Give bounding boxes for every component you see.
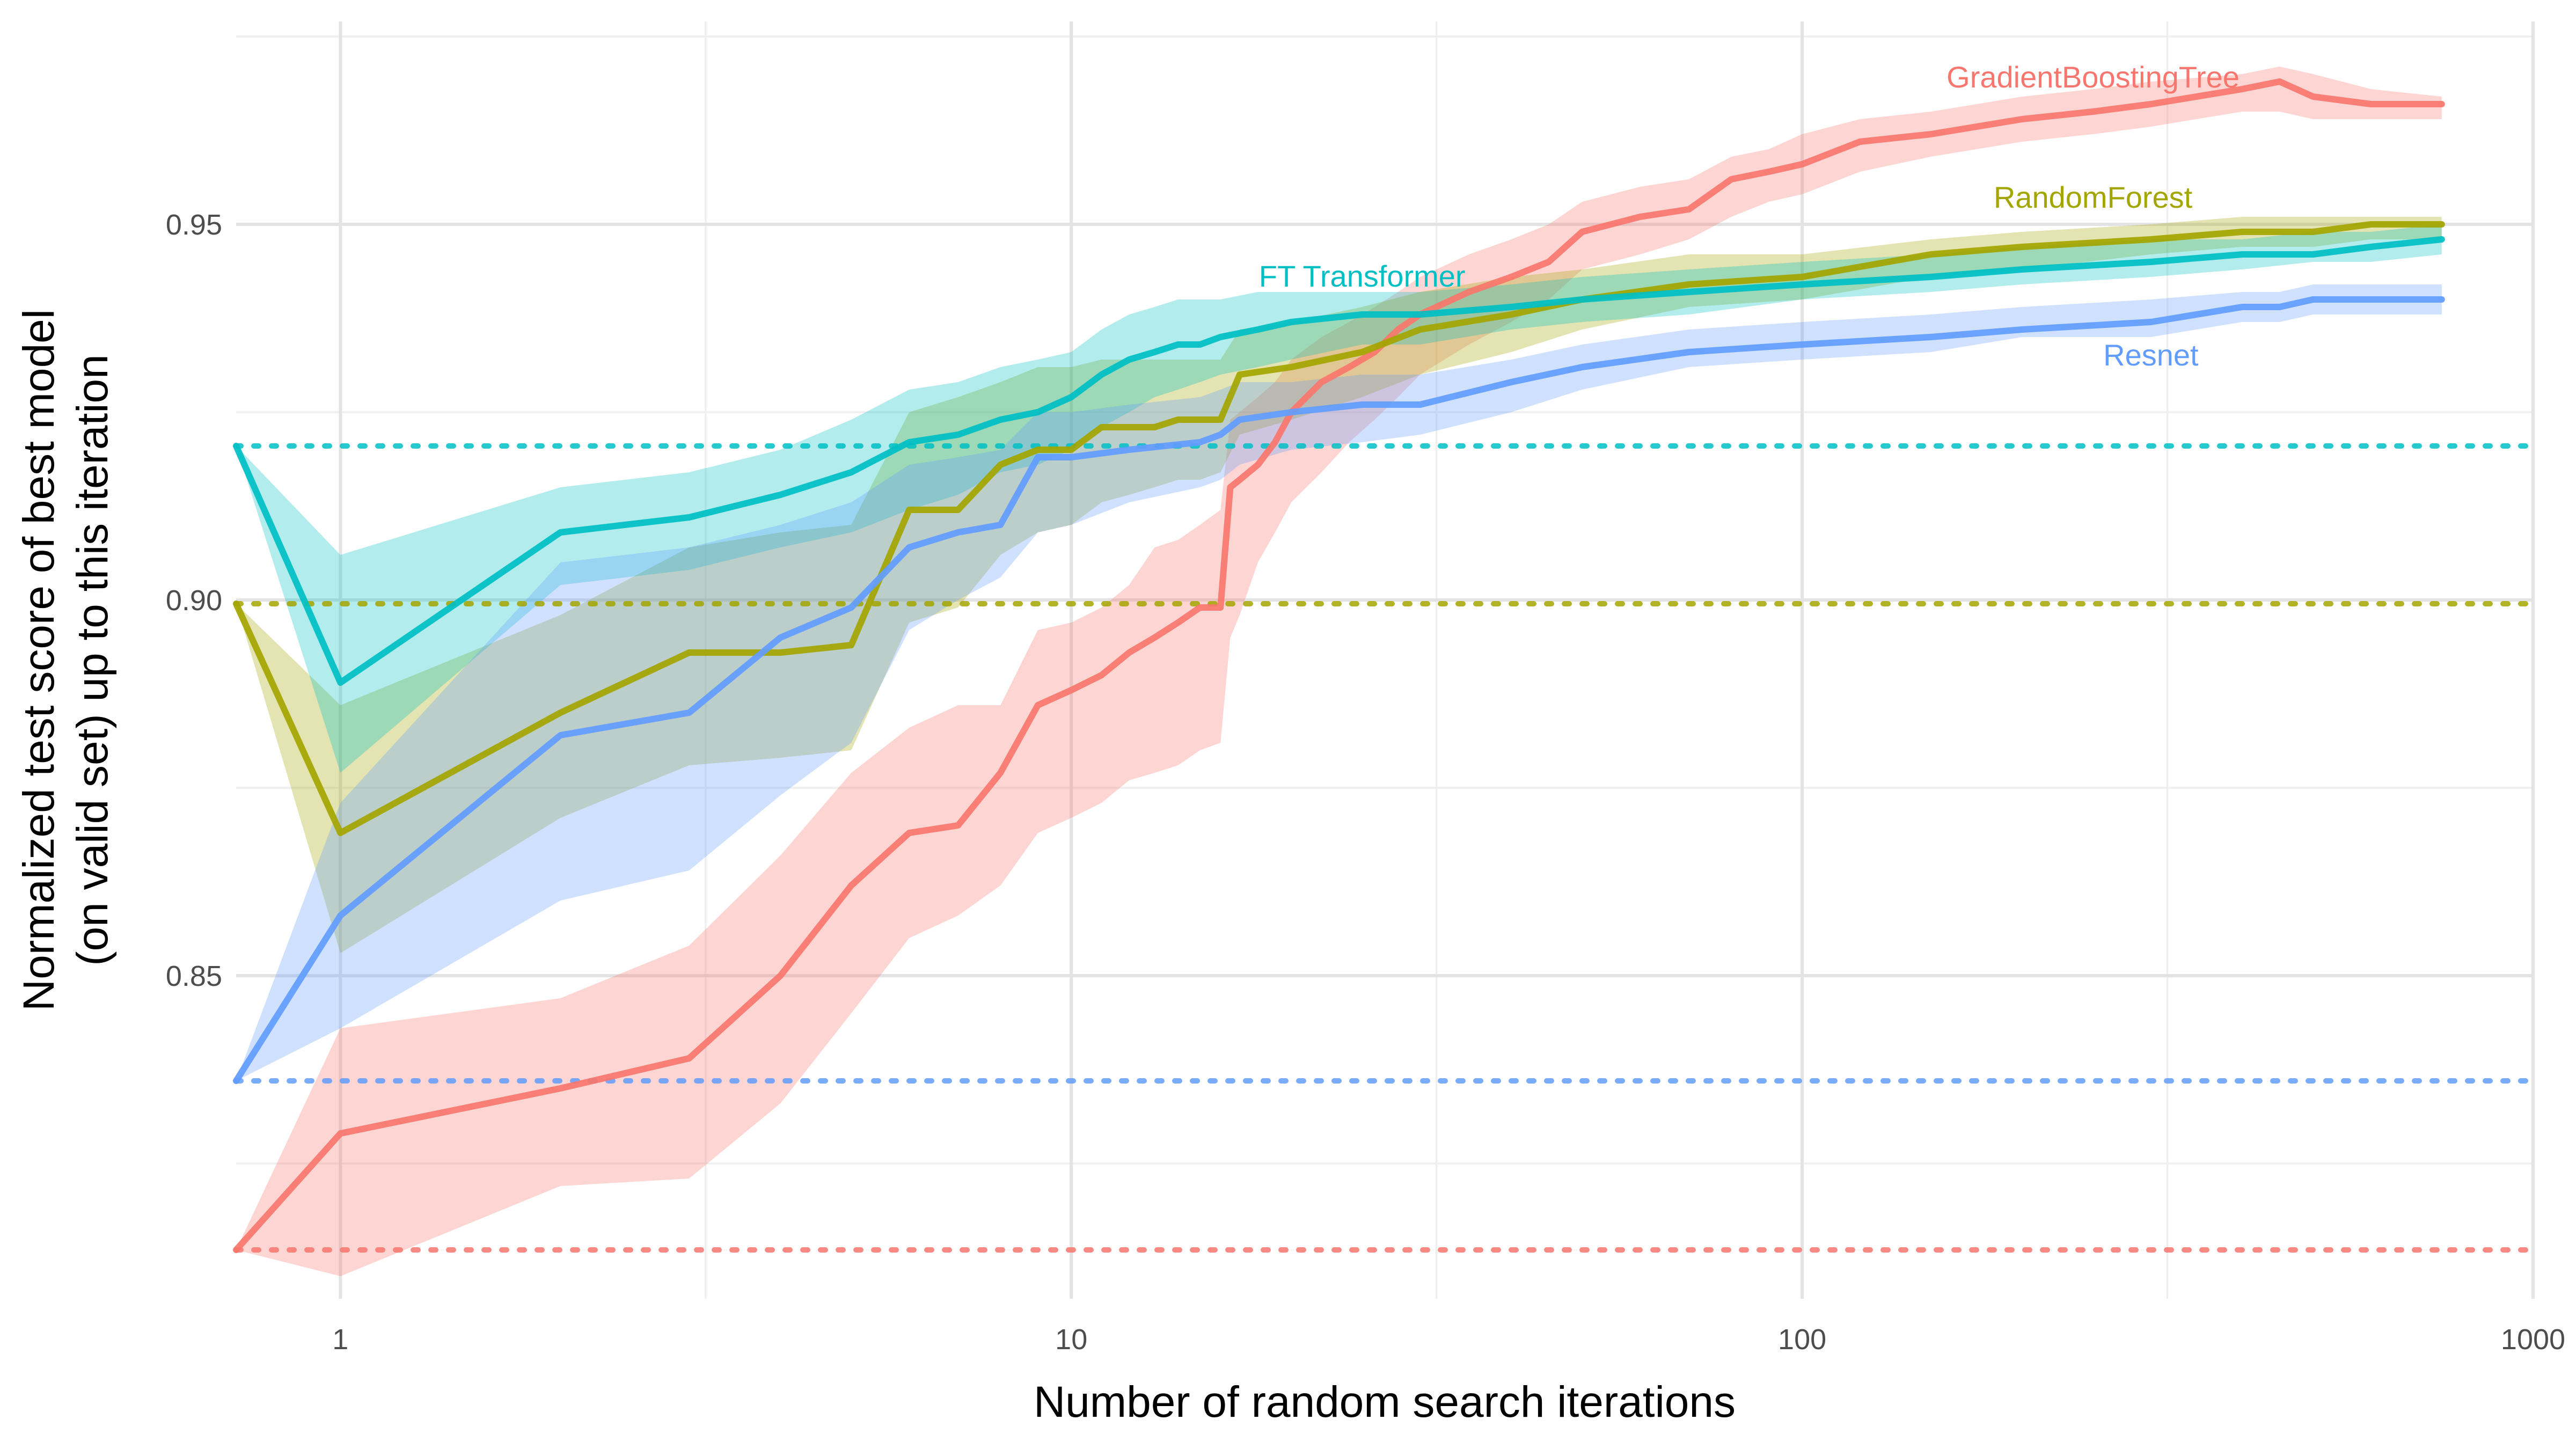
y-tick-label-2: 0.95 xyxy=(166,209,222,241)
band-ft-transformer xyxy=(236,224,2442,773)
confidence-bands xyxy=(236,67,2442,1276)
tick-labels: 1 10 100 1000 0.85 0.90 0.95 xyxy=(166,209,2565,1356)
line-ft-transformer xyxy=(233,236,2445,686)
x-tick-label-1: 10 xyxy=(1055,1323,1087,1356)
grid-lines xyxy=(236,21,2535,1299)
y-axis-title-line-2: (on valid set) up to this iteration xyxy=(68,354,117,965)
band-randomforest xyxy=(236,217,2442,953)
line-resnet xyxy=(233,296,2445,1084)
y-tick-label-0: 0.85 xyxy=(166,960,222,992)
x-axis-title: Number of random search iterations xyxy=(1034,1378,1736,1426)
series-labels: GradientBoostingTree RandomForest FT Trans… xyxy=(1259,60,2240,372)
series-label-gradientboostingtree: GradientBoostingTree xyxy=(1946,60,2240,94)
line-randomforest xyxy=(233,221,2445,836)
series-label-resnet: Resnet xyxy=(2103,338,2199,372)
x-tick-label-3: 1000 xyxy=(2501,1323,2565,1356)
line-gradientboostingtree xyxy=(233,78,2445,1253)
x-tick-label-2: 100 xyxy=(1778,1323,1826,1356)
series-label-randomforest: RandomForest xyxy=(1994,180,2193,214)
baseline-dotted-lines xyxy=(233,443,2536,1253)
series-lines xyxy=(233,78,2445,1253)
axis-titles: Number of random search iterations Norma… xyxy=(14,309,1736,1426)
band-gradientboostingtree xyxy=(236,67,2442,1276)
y-axis-title-line-1: Normalized test score of best model xyxy=(14,309,63,1011)
x-tick-label-0: 1 xyxy=(332,1323,348,1356)
y-tick-label-1: 0.90 xyxy=(166,584,222,617)
series-label-ft-transformer: FT Transformer xyxy=(1259,259,1466,293)
